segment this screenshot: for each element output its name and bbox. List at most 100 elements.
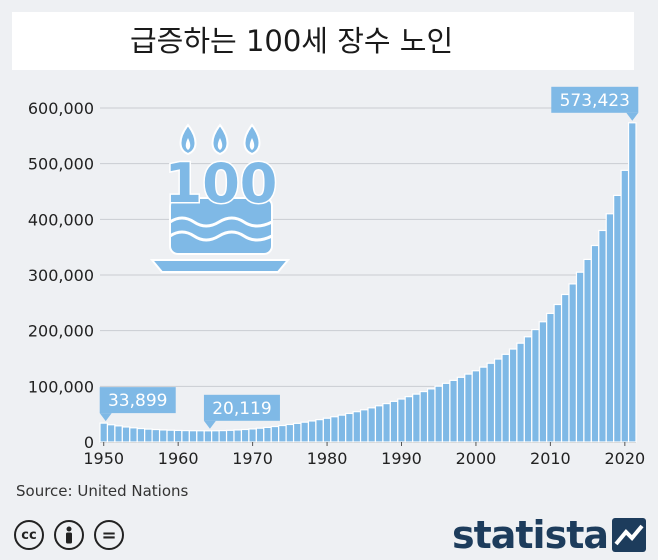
statista-brand: statista <box>452 512 646 558</box>
bar <box>590 244 600 443</box>
bar <box>456 376 466 443</box>
bar <box>158 429 168 443</box>
bar <box>285 423 295 443</box>
callout-label: 20,119 <box>212 399 271 419</box>
bar <box>352 411 362 443</box>
title-box: 급증하는 100세 장수 노인 <box>12 12 634 70</box>
callout-pointer <box>99 413 112 422</box>
callout-pointer <box>626 112 639 121</box>
y-tick-label: 500,000 <box>28 155 94 174</box>
bar <box>538 321 548 443</box>
x-tick-label: 2020 <box>604 449 645 468</box>
bar <box>233 429 243 443</box>
y-tick-label: 300,000 <box>28 266 94 285</box>
bar <box>419 390 429 443</box>
bar <box>560 293 570 443</box>
bar <box>129 427 138 443</box>
chart-title: 급증하는 100세 장수 노인 <box>130 24 454 58</box>
callout-box <box>203 394 280 421</box>
bar <box>412 393 421 443</box>
bar <box>627 122 637 443</box>
bar <box>240 428 250 443</box>
bar <box>441 382 451 443</box>
bar <box>203 430 213 443</box>
bar <box>367 407 377 443</box>
bar <box>151 428 161 443</box>
callout-pointer <box>203 420 216 429</box>
x-tick-label: 1960 <box>158 449 199 468</box>
bar <box>575 271 585 443</box>
bar <box>434 385 444 443</box>
cc-icon: cc <box>14 520 44 550</box>
x-axis-ticks: 1950 1960 1970 1980 1990 2000 2010 2020 <box>83 442 645 468</box>
bar <box>300 421 310 443</box>
bar <box>359 409 369 443</box>
callout-box <box>99 387 176 414</box>
y-tick-label: 0 <box>84 433 94 452</box>
bar <box>315 419 324 443</box>
birthday-cake-100-icon: 100 <box>149 123 291 273</box>
bar <box>583 258 592 443</box>
statista-logo-icon <box>612 518 646 552</box>
bar <box>598 229 607 443</box>
y-tick-label: 400,000 <box>28 210 94 229</box>
bar <box>270 425 280 443</box>
brand-name: statista <box>451 513 609 557</box>
bar <box>493 358 503 443</box>
bar <box>136 427 146 443</box>
bar <box>106 424 116 443</box>
bar <box>225 429 235 443</box>
bar <box>307 420 317 443</box>
bar <box>188 430 198 443</box>
bar <box>531 328 540 443</box>
bar <box>248 428 257 443</box>
bar <box>374 405 384 443</box>
bar <box>389 400 399 443</box>
x-tick-label: 2010 <box>530 449 571 468</box>
bar <box>337 414 347 443</box>
bar <box>173 429 183 443</box>
y-tick-label: 100,000 <box>28 377 94 396</box>
bar <box>322 417 332 443</box>
bar <box>114 425 123 443</box>
callout-label: 33,899 <box>108 391 167 411</box>
bar <box>471 370 481 443</box>
bar <box>501 353 511 443</box>
callout-box <box>551 86 639 113</box>
bars <box>99 122 637 443</box>
x-tick-label: 1970 <box>232 449 273 468</box>
data-callouts: 33,899 20,119 573,423 <box>99 86 639 429</box>
bar <box>166 429 176 443</box>
x-tick-label: 1980 <box>307 449 348 468</box>
bar <box>121 426 131 443</box>
bar <box>382 402 391 443</box>
callout: 573,423 <box>551 86 639 121</box>
bar <box>546 312 555 443</box>
bar <box>144 428 153 443</box>
equals-icon: = <box>94 520 124 550</box>
bar <box>397 398 406 443</box>
y-tick-label: 600,000 <box>28 99 94 118</box>
bar <box>449 379 458 443</box>
bar <box>218 429 228 443</box>
callout: 33,899 <box>99 387 176 422</box>
x-tick-label: 2000 <box>456 449 497 468</box>
bar <box>211 430 220 443</box>
callout-label: 573,423 <box>560 91 630 111</box>
bar-chart: 0 100,000 200,000 300,000 400,000 500,000 600,… <box>28 86 645 468</box>
bar <box>345 412 354 443</box>
bar <box>426 388 436 443</box>
bar <box>568 283 578 443</box>
bar <box>255 427 265 443</box>
bar <box>553 303 563 443</box>
bar <box>404 396 414 443</box>
x-tick-label: 1990 <box>381 449 422 468</box>
callout: 20,119 <box>203 394 280 429</box>
bar <box>278 424 287 443</box>
source-note: Source: United Nations <box>16 482 189 500</box>
bar <box>292 422 302 443</box>
bar <box>605 213 615 443</box>
person-icon <box>54 520 84 550</box>
y-axis-ticks: 0 100,000 200,000 300,000 400,000 500,000 600,… <box>28 99 94 452</box>
x-tick-label: 1950 <box>83 449 124 468</box>
